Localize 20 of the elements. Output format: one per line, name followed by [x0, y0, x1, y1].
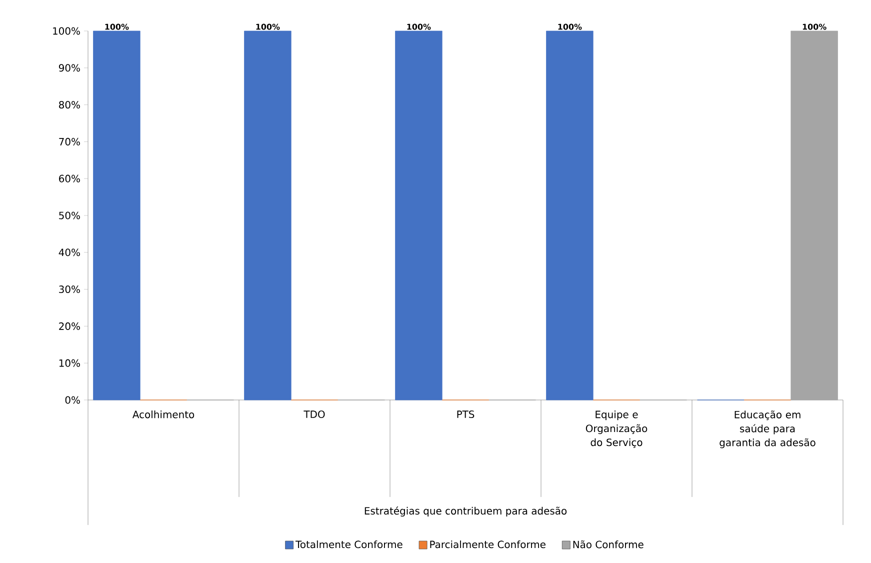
y-tick-label: 90%: [58, 64, 80, 72]
y-tick-label: 20%: [59, 322, 80, 330]
legend-label: Não Conforme: [573, 540, 644, 548]
y-tick-label: 60%: [59, 174, 80, 182]
legend-label: Totalmente Conforme: [295, 540, 402, 548]
y-tick-label: 10%: [59, 359, 80, 367]
x-tick-label: TDO: [304, 410, 325, 418]
y-tick-label: 0%: [65, 396, 80, 404]
y-tick-label: 100%: [53, 27, 80, 35]
x-tick-label: Educação em saúde para garantia da adesão: [720, 410, 816, 448]
text: Estratégias que contribuem para adesão: [364, 506, 567, 517]
y-tick-label: 80%: [59, 101, 80, 109]
x-tick-label: Equipe e Organização do Serviço: [586, 410, 648, 448]
y-tick-label: 50%: [59, 212, 80, 220]
x-tick-label: Acolhimento: [132, 410, 194, 418]
y-tick-label: 40%: [58, 248, 80, 256]
legend-label: Parcialmente Conforme: [430, 540, 546, 548]
x-tick-label: PTS: [457, 410, 474, 418]
y-tick-label: 30%: [59, 286, 80, 294]
y-tick-label: 70%: [59, 138, 80, 146]
